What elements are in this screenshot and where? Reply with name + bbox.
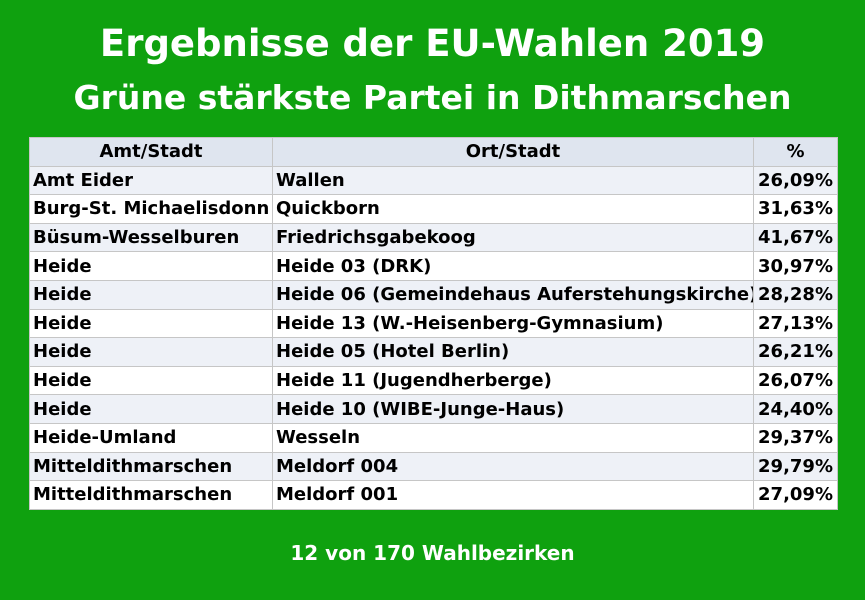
percent-cell: 24,40% bbox=[753, 394, 838, 424]
table-row: Heide Heide 10 (WIBE-Junge-Haus) 24,40% bbox=[29, 394, 838, 424]
percent-cell: 31,63% bbox=[753, 194, 838, 224]
ort-cell: Heide 13 (W.-Heisenberg-Gymnasium) bbox=[272, 308, 754, 339]
table-row: Heide Heide 05 (Hotel Berlin) 26,21% bbox=[29, 337, 838, 367]
ort-cell: Quickborn bbox=[272, 194, 754, 224]
percent-cell: 29,79% bbox=[753, 451, 838, 482]
amt-cell: Heide bbox=[29, 308, 273, 339]
amt-cell: Heide bbox=[29, 337, 273, 367]
table-row: Heide Heide 13 (W.-Heisenberg-Gymnasium) 2… bbox=[29, 308, 838, 339]
percent-cell: 26,21% bbox=[753, 337, 838, 367]
amt-cell: Heide bbox=[29, 365, 273, 396]
ort-cell: Heide 11 (Jugendherberge) bbox=[272, 365, 754, 396]
table-row: Büsum-Wesselburen Friedrichsgabekoog 41,67… bbox=[29, 222, 838, 253]
page-title: Ergebnisse der EU-Wahlen 2019 bbox=[99, 22, 766, 65]
amt-cell: Heide bbox=[29, 394, 273, 424]
ort-cell: Wallen bbox=[272, 165, 754, 196]
ort-cell: Friedrichsgabekoog bbox=[272, 222, 754, 253]
amt-cell: Burg-St. Michaelisdonn bbox=[29, 194, 273, 224]
amt-cell: Amt Eider bbox=[29, 165, 273, 196]
table-row: Mitteldithmarschen Meldorf 004 29,79% bbox=[29, 451, 838, 482]
percent-cell: 27,09% bbox=[753, 480, 838, 510]
table-row: Heide-Umland Wesseln 29,37% bbox=[29, 422, 838, 453]
table-row: Heide Heide 06 (Gemeindehaus Auferstehung… bbox=[29, 279, 838, 310]
footer-note: 12 von 170 Wahlbezirken bbox=[290, 541, 575, 565]
amt-cell: Mitteldithmarschen bbox=[29, 451, 273, 482]
table-row: Burg-St. Michaelisdonn Quickborn 31,63% bbox=[29, 194, 838, 224]
amt-cell: Heide-Umland bbox=[29, 422, 273, 453]
column-header-amt-stadt: Amt/Stadt bbox=[29, 137, 273, 167]
page-subtitle: Grüne stärkste Partei in Dithmarschen bbox=[73, 78, 792, 117]
amt-cell: Heide bbox=[29, 279, 273, 310]
table-row: Heide Heide 03 (DRK) 30,97% bbox=[29, 251, 838, 281]
ort-cell: Meldorf 004 bbox=[272, 451, 754, 482]
table-row: Heide Heide 11 (Jugendherberge) 26,07% bbox=[29, 365, 838, 396]
table-row: Mitteldithmarschen Meldorf 001 27,09% bbox=[29, 480, 838, 510]
table-header: Amt/Stadt Ort/Stadt % bbox=[29, 137, 838, 167]
percent-cell: 29,37% bbox=[753, 422, 838, 453]
percent-cell: 28,28% bbox=[753, 279, 838, 310]
column-header-percent: % bbox=[753, 137, 838, 167]
percent-cell: 26,09% bbox=[753, 165, 838, 196]
ort-cell: Heide 03 (DRK) bbox=[272, 251, 754, 281]
results-table: Amt/Stadt Ort/Stadt % Amt Eider Wallen 26,… bbox=[29, 137, 838, 510]
percent-cell: 26,07% bbox=[753, 365, 838, 396]
ort-cell: Heide 06 (Gemeindehaus Auferstehungskirc… bbox=[272, 279, 754, 310]
header-row: Amt/Stadt Ort/Stadt % bbox=[29, 137, 838, 167]
percent-cell: 41,67% bbox=[753, 222, 838, 253]
amt-cell: Büsum-Wesselburen bbox=[29, 222, 273, 253]
amt-cell: Heide bbox=[29, 251, 273, 281]
percent-cell: 30,97% bbox=[753, 251, 838, 281]
ort-cell: Heide 10 (WIBE-Junge-Haus) bbox=[272, 394, 754, 424]
table-body: Amt Eider Wallen 26,09% Burg-St. Michaelisd… bbox=[29, 165, 838, 510]
column-header-ort-stadt: Ort/Stadt bbox=[272, 137, 754, 167]
ort-cell: Heide 05 (Hotel Berlin) bbox=[272, 337, 754, 367]
ort-cell: Meldorf 001 bbox=[272, 480, 754, 510]
percent-cell: 27,13% bbox=[753, 308, 838, 339]
table-row: Amt Eider Wallen 26,09% bbox=[29, 165, 838, 196]
ort-cell: Wesseln bbox=[272, 422, 754, 453]
amt-cell: Mitteldithmarschen bbox=[29, 480, 273, 510]
